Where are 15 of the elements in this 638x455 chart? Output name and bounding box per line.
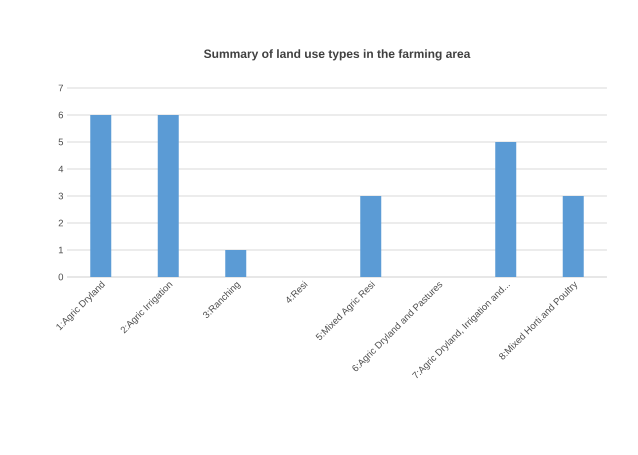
y-tick-label: 2 [58,220,64,226]
bar [158,115,179,277]
y-tick-label: 7 [58,84,64,92]
chart-title: Summary of land use types in the farming area [204,49,470,60]
y-tick-label: 5 [58,138,64,146]
bar [225,250,246,277]
y-tick-label: 6 [58,112,64,118]
y-tick-label: 1 [58,246,64,254]
bar [360,196,382,277]
bar [495,142,516,277]
bar [562,196,584,277]
y-tick-label: 4 [58,166,64,172]
bar [90,115,112,277]
y-tick-label: 3 [58,192,64,200]
y-tick-label: 0 [58,274,64,280]
